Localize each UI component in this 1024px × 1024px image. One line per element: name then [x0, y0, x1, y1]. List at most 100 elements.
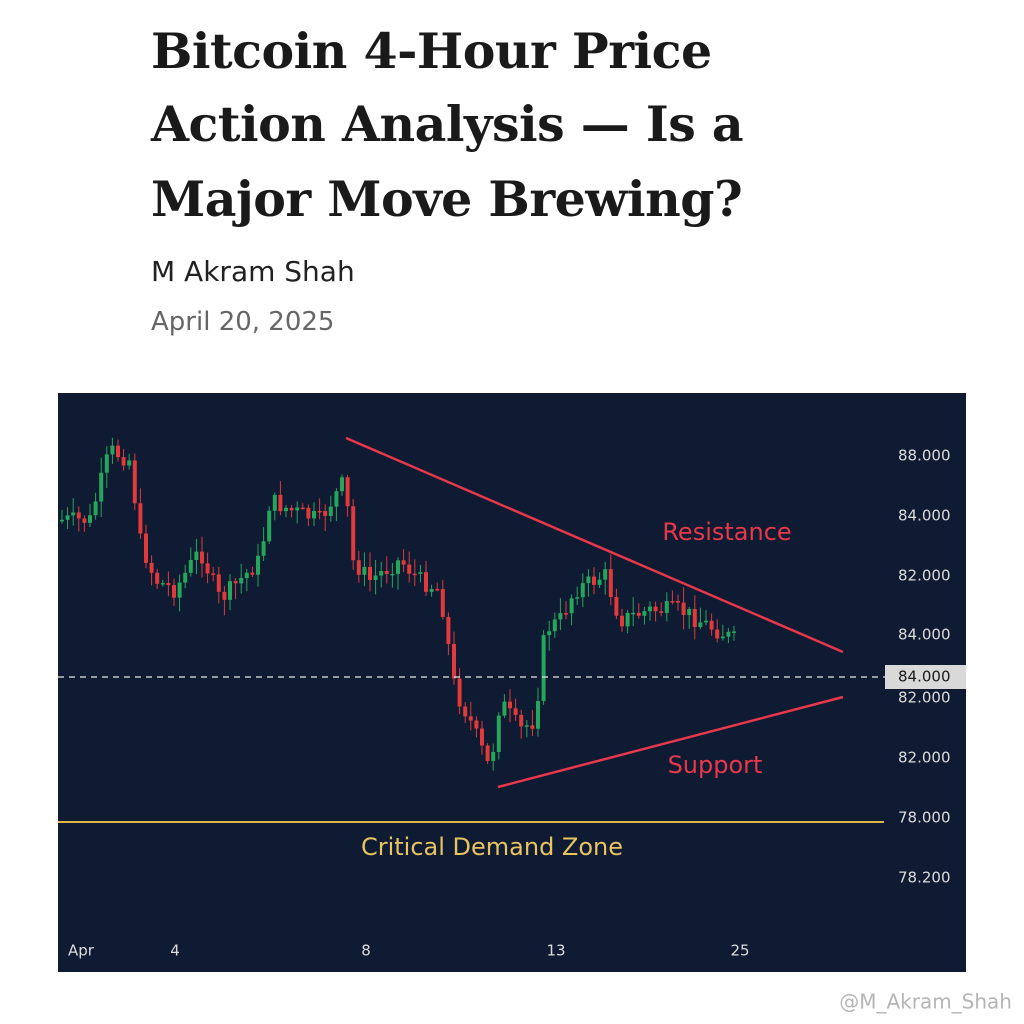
candle-body [726, 631, 731, 637]
candle-body [93, 501, 98, 516]
candle-body [653, 606, 658, 612]
candle-body [732, 631, 736, 633]
candle-body [317, 510, 322, 513]
candle-body [250, 572, 255, 575]
x-tick-label: 25 [730, 942, 749, 960]
candle-body [642, 611, 647, 616]
candle-body [116, 445, 120, 458]
candle-body [334, 491, 339, 507]
candle-body [401, 560, 406, 565]
candle-body [440, 589, 445, 617]
candle-body [575, 597, 580, 599]
candle-body [99, 472, 104, 502]
candle-body [608, 569, 613, 597]
candle-body [267, 510, 272, 542]
candle-body [82, 518, 87, 523]
candle-body [104, 454, 109, 473]
candle-body [485, 745, 490, 761]
candle-body [564, 613, 568, 615]
candle-body [446, 616, 451, 645]
candle-body [407, 564, 412, 574]
candle-body [491, 751, 496, 761]
candle-body [345, 477, 350, 507]
candle-body [362, 566, 367, 575]
y-tick-label: 78.000 [898, 809, 951, 827]
y-tick-label: 82.000 [898, 689, 951, 707]
candle-body [664, 601, 669, 613]
candle-body [648, 606, 652, 612]
y-tick-label: 82.000 [898, 749, 951, 767]
candle-body [552, 619, 557, 632]
candle-body [709, 620, 714, 630]
candle-body [188, 559, 193, 573]
y-tick-label: 84.000 [898, 507, 951, 525]
candle-body [508, 701, 512, 709]
candle-body [698, 622, 703, 627]
candle-body [205, 563, 210, 574]
candle-body [720, 636, 725, 639]
watermark: @M_Akram_Shah [839, 990, 1012, 1014]
candle-body [300, 507, 305, 510]
candle-body [373, 575, 378, 580]
candle-body [468, 716, 473, 721]
candle-body [625, 612, 630, 627]
candle-body [513, 708, 518, 715]
candle-body [580, 583, 585, 598]
candle-body [424, 572, 428, 592]
candle-body [284, 507, 288, 512]
y-tick-label: 78.200 [898, 869, 951, 887]
candle-body [502, 701, 507, 716]
candle-body [272, 494, 277, 511]
candle-body [60, 519, 64, 522]
candle-body [76, 512, 81, 519]
candle-body [194, 551, 199, 560]
candle-body [704, 620, 708, 623]
candle-body [692, 609, 697, 627]
candle-body [155, 572, 160, 584]
candle-body [541, 635, 546, 702]
candle-body [160, 583, 165, 585]
candle-body [435, 588, 440, 591]
candle-body [676, 601, 680, 603]
price-label-box [885, 665, 966, 689]
title-line: Major Move Brewing? [151, 170, 743, 228]
support-line [497, 695, 844, 789]
candle-body [412, 573, 417, 576]
candle-body [620, 615, 624, 627]
candle-body [144, 533, 148, 563]
candle-body [452, 644, 456, 679]
candle-body [328, 506, 333, 516]
candle-body [670, 601, 675, 603]
x-tick-label: 4 [170, 942, 180, 960]
candle-body [256, 555, 260, 575]
candle-body [228, 581, 232, 600]
candle-body [356, 560, 361, 575]
candle-body [121, 457, 126, 466]
candle-body [384, 571, 389, 574]
candle-body [519, 714, 524, 727]
candle-body [132, 460, 137, 504]
candle-body [418, 572, 423, 574]
candle-body [88, 515, 92, 523]
candles [60, 437, 736, 771]
candle-body [222, 591, 227, 600]
candle-body [379, 571, 384, 576]
candle-body [603, 569, 608, 580]
candle-body [396, 560, 400, 574]
candle-body [295, 507, 300, 511]
candle-body [233, 581, 238, 584]
resistance-line [345, 436, 844, 654]
candle-body [200, 551, 204, 564]
candle-body [569, 598, 574, 614]
annotation: Support [668, 751, 763, 779]
candle-body [390, 573, 395, 576]
candle-body [244, 572, 249, 579]
candle-body [457, 678, 462, 707]
y-tick-label: 88.000 [898, 447, 951, 465]
candle-body [138, 503, 143, 534]
candle-body [166, 583, 171, 586]
candle-body [631, 612, 636, 615]
candle-body [127, 460, 132, 466]
